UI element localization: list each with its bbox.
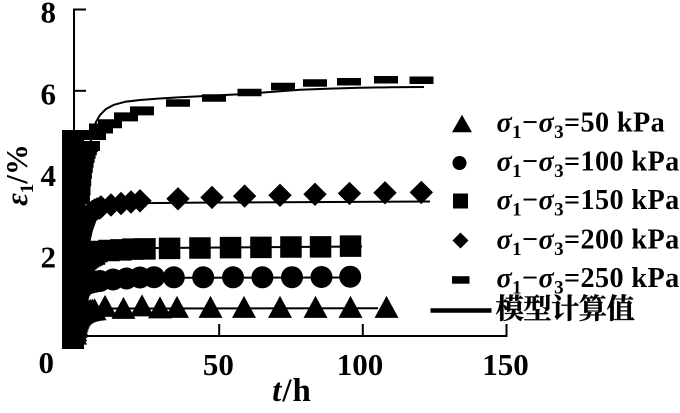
svg-text:σ1−σ3=250 kPa: σ1−σ3=250 kPa <box>497 263 680 299</box>
svg-text:σ1−σ3=200 kPa: σ1−σ3=200 kPa <box>497 224 680 260</box>
svg-text:4: 4 <box>41 158 57 193</box>
svg-text:100: 100 <box>337 347 384 382</box>
svg-text:50: 50 <box>203 347 234 382</box>
svg-text:σ1−σ3=100 kPa: σ1−σ3=100 kPa <box>497 146 680 182</box>
svg-text:2: 2 <box>41 240 57 275</box>
svg-text:t/h: t/h <box>272 373 312 409</box>
svg-text:σ1−σ3=50 kPa: σ1−σ3=50 kPa <box>497 108 666 144</box>
svg-text:σ1−σ3=150 kPa: σ1−σ3=150 kPa <box>497 185 680 221</box>
svg-text:150: 150 <box>482 347 529 382</box>
svg-text:6: 6 <box>41 77 57 112</box>
svg-text:8: 8 <box>41 0 57 30</box>
svg-text:0: 0 <box>38 345 54 380</box>
svg-text:ε1/%: ε1/% <box>0 144 38 206</box>
